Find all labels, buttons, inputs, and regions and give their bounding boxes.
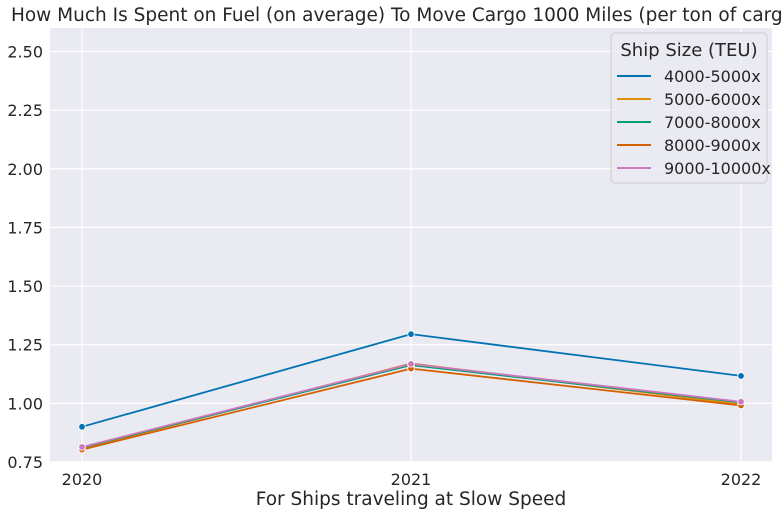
y-tick-label: 1.25 — [7, 336, 43, 355]
legend-label: 7000-8000x — [664, 113, 761, 132]
data-point — [78, 423, 86, 431]
legend-label: 5000-6000x — [664, 90, 761, 109]
grid-lines — [50, 28, 772, 463]
x-axis-label: For Ships traveling at Slow Speed — [256, 489, 567, 510]
data-point — [407, 330, 415, 338]
y-tick-label: 1.00 — [7, 394, 43, 413]
legend-label: 4000-5000x — [664, 67, 761, 86]
y-tick-labels: 0.75 1.00 1.25 1.50 1.75 2.00 2.25 2.50 — [7, 42, 43, 472]
y-tick-label: 1.50 — [7, 277, 43, 296]
data-point — [407, 360, 415, 368]
y-tick-label: 2.50 — [7, 42, 43, 61]
y-tick-label: 1.75 — [7, 218, 43, 237]
y-tick-label: 2.25 — [7, 101, 43, 120]
legend-label: 9000-10000x — [664, 159, 771, 178]
legend-items: 4000-5000x 5000-6000x 7000-8000x 8000-9000x… — [617, 67, 771, 178]
y-tick-label: 0.75 — [7, 453, 43, 472]
y-tick-label: 2.00 — [7, 160, 43, 179]
data-point — [737, 372, 745, 380]
data-point — [78, 443, 86, 451]
x-tick-label: 2022 — [721, 470, 762, 489]
legend-label: 8000-9000x — [664, 136, 761, 155]
x-tick-label: 2021 — [391, 470, 432, 489]
legend: Ship Size (TEU) 4000-5000x 5000-6000x 7000… — [610, 32, 771, 184]
legend-title: Ship Size (TEU) — [620, 40, 757, 61]
series-points — [78, 330, 745, 454]
x-tick-label: 2020 — [62, 470, 103, 489]
chart-title: How Much Is Spent on Fuel (on average) T… — [11, 5, 781, 26]
data-point — [737, 398, 745, 406]
x-tick-labels: 2020 2021 2022 — [62, 470, 762, 489]
